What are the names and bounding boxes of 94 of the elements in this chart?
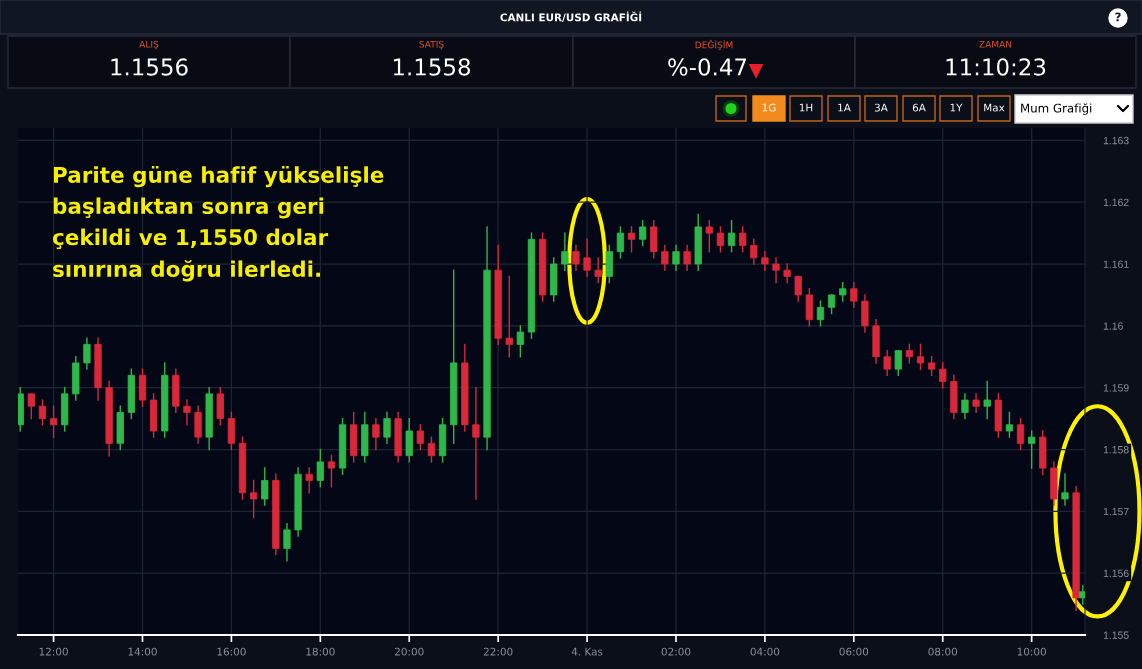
candlestick — [316, 448, 324, 488]
x-tick-label: 16:00 — [217, 647, 246, 656]
candlestick — [972, 393, 980, 414]
x-tick-label: 04:00 — [750, 647, 780, 656]
text: 1G — [762, 103, 776, 112]
candlestick — [83, 337, 91, 370]
text: 1.1558 — [393, 58, 471, 76]
x-tick-label: 10:00 — [1017, 647, 1046, 656]
candlestick — [1061, 473, 1069, 506]
candlestick — [327, 455, 336, 488]
text: 6A — [912, 103, 926, 112]
x-tick-label: 14:00 — [128, 647, 157, 656]
text: SATIŞ — [419, 40, 444, 50]
text: ZAMAN — [979, 40, 1012, 48]
x-tick-label: 02:00 — [661, 647, 691, 656]
candlestick — [772, 257, 780, 284]
y-tick-label: 1.155 — [1103, 631, 1129, 639]
candlestick — [416, 424, 424, 451]
text: %-0.47 — [668, 58, 747, 76]
candlestick — [505, 275, 513, 358]
candlestick — [27, 393, 35, 420]
candlestick — [283, 523, 291, 562]
y-tick-label: 1.162 — [1103, 198, 1129, 207]
candlestick — [516, 325, 525, 358]
candlestick — [1005, 411, 1014, 438]
text: ? — [1115, 12, 1121, 22]
candlestick — [305, 467, 313, 494]
candlestick — [816, 300, 825, 327]
x-tick-label: 06:00 — [839, 647, 869, 656]
annotation: Parite güne hafif yükselişle başladıktan sonra geri çekildi ve 1,1550 dolar sınırına doğru ilerledi. — [52, 166, 384, 282]
candlestick — [727, 220, 736, 253]
candlestick — [572, 244, 580, 271]
candlestick — [961, 393, 969, 420]
candlestick — [850, 281, 858, 308]
candlestick — [383, 411, 391, 445]
text: Mum Grafiği — [1021, 103, 1092, 115]
candlestick — [683, 244, 691, 271]
candlestick — [983, 380, 991, 420]
x-tick-label: 08:00 — [928, 647, 958, 656]
candlestick — [639, 220, 647, 247]
candlestick — [827, 294, 836, 315]
candlestick — [916, 343, 925, 370]
candlestick — [38, 399, 47, 426]
candlestick — [1028, 430, 1036, 469]
y-tick-label: 1.159 — [1103, 384, 1129, 392]
candlestick — [761, 250, 769, 271]
candlestick — [705, 220, 713, 253]
candlestick — [716, 226, 725, 253]
candlestick — [594, 257, 602, 284]
candlestick — [183, 399, 191, 426]
candlestick — [261, 467, 269, 506]
x-tick-label: 20:00 — [394, 647, 424, 656]
candlestick — [249, 479, 258, 519]
candlestick — [750, 238, 758, 265]
chart-title: CANLI EUR/USD GRAFİĞİ — [500, 11, 642, 23]
candlestick — [883, 349, 891, 377]
text: 11:10:23 — [946, 58, 1046, 76]
x-tick-label: 22:00 — [483, 647, 513, 656]
candlestick — [427, 436, 436, 463]
x-tick-label: 18:00 — [306, 647, 335, 656]
y-tick-label: 1.157 — [1103, 507, 1129, 516]
x-tick-label: 12:00 — [39, 647, 68, 656]
candlestick — [794, 275, 802, 302]
y-tick-label: 1.161 — [1103, 260, 1129, 268]
candlestick — [894, 349, 902, 377]
candlestick — [927, 356, 936, 377]
text: 3A — [874, 103, 888, 112]
candlestick — [939, 362, 947, 389]
text: 1Y — [950, 103, 963, 112]
x-tick-label: 4. Kas — [571, 647, 603, 656]
candlestick — [627, 226, 636, 253]
y-tick-label: 1.16 — [1103, 322, 1123, 330]
candlestick — [1016, 417, 1025, 451]
candlestick — [561, 232, 569, 271]
text: 1A — [838, 103, 851, 112]
text: DEĞİŞİM — [695, 39, 733, 50]
candlestick — [661, 244, 669, 271]
text: ALIŞ — [139, 40, 159, 50]
candlestick — [472, 386, 480, 500]
candlestick — [839, 281, 847, 302]
text: Max — [984, 103, 1005, 112]
y-tick-label: 1.156 — [1103, 569, 1129, 578]
y-tick-label: 1.158 — [1103, 446, 1129, 454]
candlestick — [672, 244, 680, 271]
candlestick — [616, 226, 625, 259]
candlestick — [49, 405, 58, 438]
text: 1.1556 — [111, 58, 188, 76]
y-tick-label: 1.163 — [1103, 136, 1129, 145]
candlestick — [583, 238, 591, 278]
candlestick — [783, 263, 791, 284]
text: 1H — [799, 103, 813, 112]
candlestick — [905, 343, 914, 364]
candlestick — [739, 226, 747, 253]
candlestick — [372, 417, 380, 451]
